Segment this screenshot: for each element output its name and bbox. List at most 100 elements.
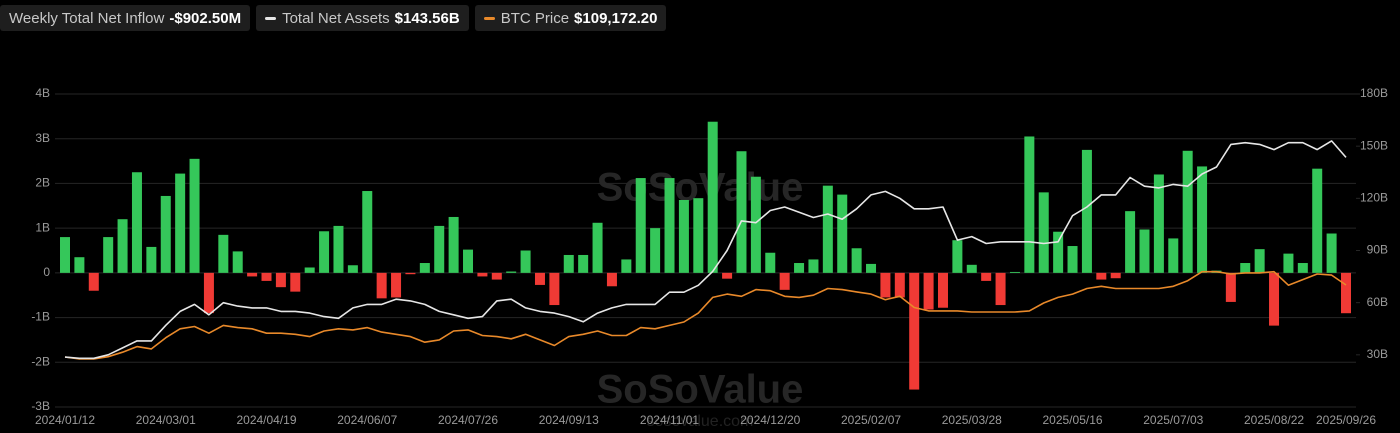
bar [506,271,517,273]
bar [60,237,70,273]
bar [1038,192,1049,273]
bar [779,272,790,290]
bar [146,246,157,273]
header: Weekly Total Net Inflow -$902.50M Total Ne… [0,5,667,31]
bar [448,216,459,273]
y-tick-label: 4B [35,86,50,100]
bar [937,272,948,308]
bar [909,272,920,390]
bar [736,151,747,273]
bar [1096,272,1107,280]
y2-tick-label: 30B [1367,347,1388,361]
bar [347,265,358,273]
bar [851,248,862,273]
x-tick-label: 2024/12/20 [740,413,800,427]
bar [1009,271,1020,273]
bar [1326,233,1337,273]
bar [578,254,589,273]
bar [1168,238,1179,273]
bar [376,272,387,299]
bar [1297,263,1308,273]
bar [952,240,963,273]
bar [995,272,1006,306]
bar [463,249,474,273]
bar [319,231,330,273]
bar [635,178,646,273]
bar [1240,263,1251,273]
x-tick-label: 2024/01/12 [35,413,95,427]
bar [1225,272,1236,302]
bar [707,121,718,273]
watermark: SoSoValue [597,368,804,412]
bar [750,176,761,273]
legend-chip: Weekly Total Net Inflow -$902.50M [0,5,251,31]
bar [491,272,502,280]
bar [103,237,114,273]
legend-label: BTC Price [500,9,570,27]
legend-value: $109,172.20 [574,9,658,27]
line [64,140,1347,360]
y-tick-label: -2B [31,354,50,368]
x-tick-label: 2025/09/26 [1316,413,1376,427]
bar [1182,150,1193,273]
x-tick-label: 2025/07/03 [1143,413,1203,427]
bar [1269,272,1280,326]
bar [693,198,704,273]
bar [1024,136,1035,273]
x-tick-label: 2024/03/01 [136,413,196,427]
y2-tick-label: 150B [1360,138,1388,152]
x-tick-label: 2025/05/16 [1042,413,1102,427]
bar [189,158,200,273]
x-tick-label: 2025/03/28 [942,413,1002,427]
bar [866,263,877,273]
bar [520,250,531,273]
bar [1254,249,1265,273]
bar [1081,149,1092,273]
x-tick-label: 2024/04/19 [236,413,296,427]
y2-tick-label: 180B [1360,86,1388,100]
bar [477,272,488,277]
bar [131,172,142,273]
bar [1283,253,1294,273]
y-tick-label: 2B [35,176,50,190]
legend-swatch [483,16,495,20]
bar [175,173,186,273]
bar [218,234,229,273]
bar [1197,166,1208,273]
x-tick-label: 2024/07/26 [438,413,498,427]
legend-swatch [265,16,277,20]
bar [606,272,617,287]
bar [765,252,776,273]
legend-value: $143.56B [394,9,460,27]
bar [808,259,819,273]
y-tick-label: 1B [35,220,50,234]
legend-label: Total Net Assets [282,9,390,27]
bar [549,272,560,306]
bar [592,222,603,273]
bar [1153,174,1164,273]
bar [290,272,301,292]
bar [74,257,85,273]
bar [160,195,171,273]
y-tick-label: 3B [35,131,50,145]
bar [203,272,214,314]
bar [405,272,416,275]
bar [722,272,733,279]
bar [304,267,315,273]
y2-tick-label: 60B [1367,295,1388,309]
bar [232,251,243,273]
bar [1125,211,1136,273]
bar [923,272,934,310]
y2-tick-label: 90B [1367,243,1388,257]
bar [621,259,632,273]
bar [794,263,805,273]
line [64,270,1347,360]
bar [88,272,99,291]
bar [822,185,833,273]
legend-value: -$902.50M [169,9,242,27]
bar [966,264,977,273]
bar [333,225,344,273]
legend-chip: BTC Price $109,172.20 [474,5,667,31]
bar [664,178,675,273]
